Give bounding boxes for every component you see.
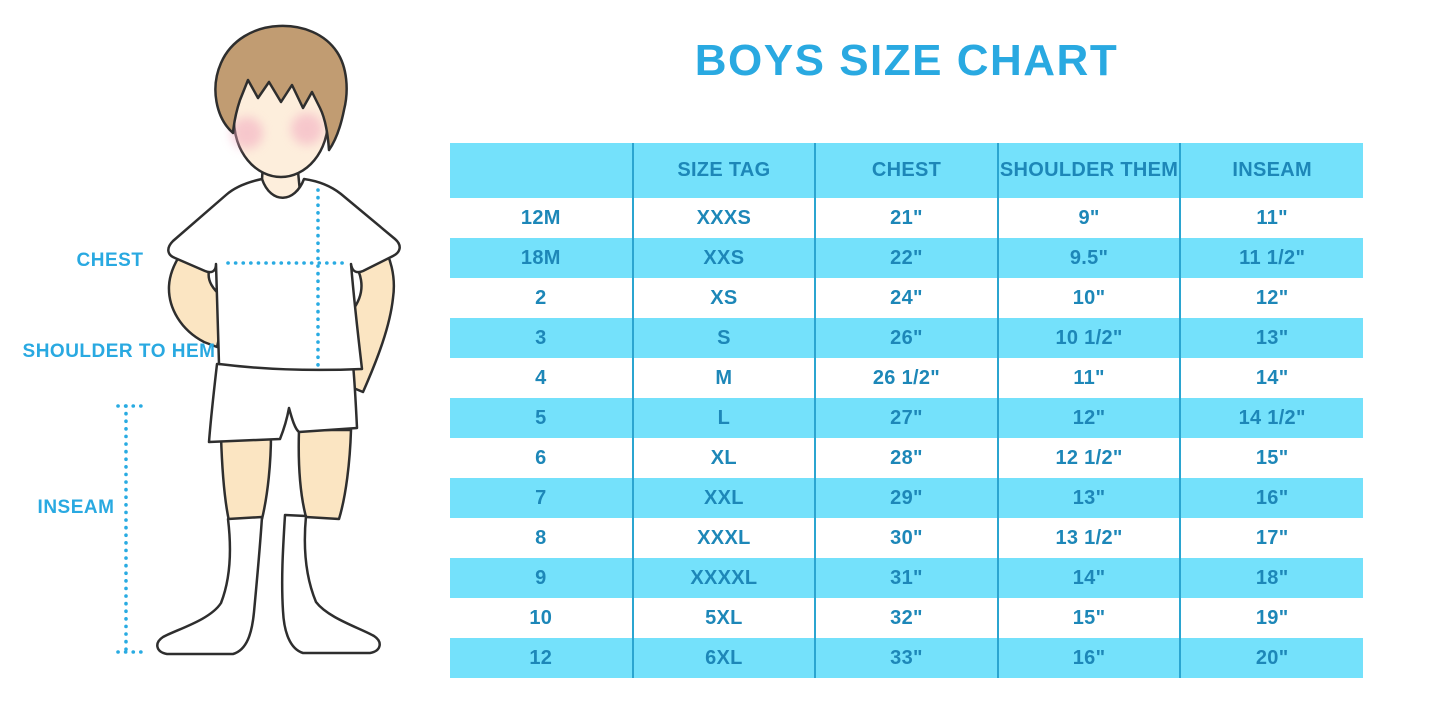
inseam-label: INSEAM: [37, 497, 115, 518]
cell-shoulder: 12": [996, 398, 1181, 438]
cell-inseam: 13": [1179, 318, 1363, 358]
cell-inseam: 12": [1179, 278, 1363, 318]
cell-chest: 32": [814, 598, 998, 638]
boy-right-sock: [280, 513, 381, 655]
table-header-row: SIZE TAG CHEST SHOULDER THEM INSEAM: [450, 143, 1363, 198]
cell-chest: 22": [814, 238, 998, 278]
table-row: 10 5XL 32" 15" 19": [450, 598, 1363, 638]
cell-chest: 24": [814, 278, 998, 318]
cell-size: 2: [450, 278, 633, 318]
cell-inseam: 18": [1179, 558, 1363, 598]
cell-size: 9: [450, 558, 633, 598]
table-row: 18M XXS 22" 9.5" 11 1/2": [450, 238, 1363, 278]
boy-shirt: [167, 177, 401, 372]
cell-shoulder: 9": [996, 198, 1181, 238]
table-row: 12 6XL 33" 16" 20": [450, 638, 1363, 678]
cell-size: 5: [450, 398, 633, 438]
cell-shoulder: 10 1/2": [996, 318, 1181, 358]
cell-chest: 28": [814, 438, 998, 478]
cell-size-tag: M: [631, 358, 816, 398]
cell-chest: 31": [814, 558, 998, 598]
cell-inseam: 16": [1179, 478, 1363, 518]
cell-inseam: 11": [1179, 198, 1363, 238]
cell-size: 8: [450, 518, 633, 558]
page-title: BOYS SIZE CHART: [694, 36, 1119, 85]
column-header-chest: CHEST: [814, 143, 998, 198]
column-header-size-tag: SIZE TAG: [631, 143, 816, 198]
cell-chest: 30": [814, 518, 998, 558]
boy-shorts: [207, 362, 359, 444]
cell-size: 4: [450, 358, 633, 398]
cell-inseam: 19": [1179, 598, 1363, 638]
cell-shoulder: 10": [996, 278, 1181, 318]
boy-right-cheek: [291, 113, 323, 145]
cell-shoulder: 15": [996, 598, 1181, 638]
cell-size-tag: XXS: [631, 238, 816, 278]
table-row: 3 S 26" 10 1/2" 13": [450, 318, 1363, 358]
cell-chest: 29": [814, 478, 998, 518]
cell-size-tag: 6XL: [631, 638, 816, 678]
cell-chest: 33": [814, 638, 998, 678]
cell-size: 10: [450, 598, 633, 638]
cell-inseam: 20": [1179, 638, 1363, 678]
boy-right-thigh: [297, 428, 353, 521]
cell-inseam: 15": [1179, 438, 1363, 478]
cell-size-tag: XXL: [631, 478, 816, 518]
cell-shoulder: 11": [996, 358, 1181, 398]
cell-size-tag: XL: [631, 438, 816, 478]
cell-size: 3: [450, 318, 633, 358]
cell-chest: 21": [814, 198, 998, 238]
cell-size: 18M: [450, 238, 633, 278]
cell-inseam: 17": [1179, 518, 1363, 558]
column-header-size: [450, 143, 633, 198]
boy-hair: [214, 24, 348, 152]
cell-size: 6: [450, 438, 633, 478]
boy-left-cheek: [231, 117, 263, 149]
cell-size-tag: XXXL: [631, 518, 816, 558]
cell-shoulder: 13 1/2": [996, 518, 1181, 558]
cell-size-tag: L: [631, 398, 816, 438]
cell-chest: 26 1/2": [814, 358, 998, 398]
inseam-measure-line: [116, 404, 144, 654]
table-row: 12M XXXS 21" 9" 11": [450, 198, 1363, 238]
table-row: 9 XXXXL 31" 14" 18": [450, 558, 1363, 598]
table-row: 5 L 27" 12" 14 1/2": [450, 398, 1363, 438]
cell-size: 12M: [450, 198, 633, 238]
boy-left-thigh: [219, 432, 273, 523]
shoulder-to-hem-label: SHOULDER TO HEM: [22, 341, 216, 362]
cell-inseam: 14 1/2": [1179, 398, 1363, 438]
cell-size-tag: XXXXL: [631, 558, 816, 598]
cell-size-tag: XS: [631, 278, 816, 318]
column-header-inseam: INSEAM: [1179, 143, 1363, 198]
cell-size-tag: XXXS: [631, 198, 816, 238]
cell-inseam: 11 1/2": [1179, 238, 1363, 278]
cell-shoulder: 12 1/2": [996, 438, 1181, 478]
cell-size: 7: [450, 478, 633, 518]
cell-size: 12: [450, 638, 633, 678]
cell-chest: 26": [814, 318, 998, 358]
boy-illustration: [116, 24, 401, 656]
table-row: 2 XS 24" 10" 12": [450, 278, 1363, 318]
cell-inseam: 14": [1179, 358, 1363, 398]
table-row: 4 M 26 1/2" 11" 14": [450, 358, 1363, 398]
cell-shoulder: 16": [996, 638, 1181, 678]
table-row: 8 XXXL 30" 13 1/2" 17": [450, 518, 1363, 558]
cell-shoulder: 13": [996, 478, 1181, 518]
cell-shoulder: 14": [996, 558, 1181, 598]
chest-label: CHEST: [76, 250, 144, 271]
boy-left-sock: [156, 515, 264, 656]
table-row: 6 XL 28" 12 1/2" 15": [450, 438, 1363, 478]
cell-size-tag: S: [631, 318, 816, 358]
cell-size-tag: 5XL: [631, 598, 816, 638]
cell-shoulder: 9.5": [996, 238, 1181, 278]
column-header-shoulder-them: SHOULDER THEM: [996, 143, 1181, 198]
size-chart-table: SIZE TAG CHEST SHOULDER THEM INSEAM 12M …: [450, 143, 1363, 678]
table-row: 7 XXL 29" 13" 16": [450, 478, 1363, 518]
cell-chest: 27": [814, 398, 998, 438]
